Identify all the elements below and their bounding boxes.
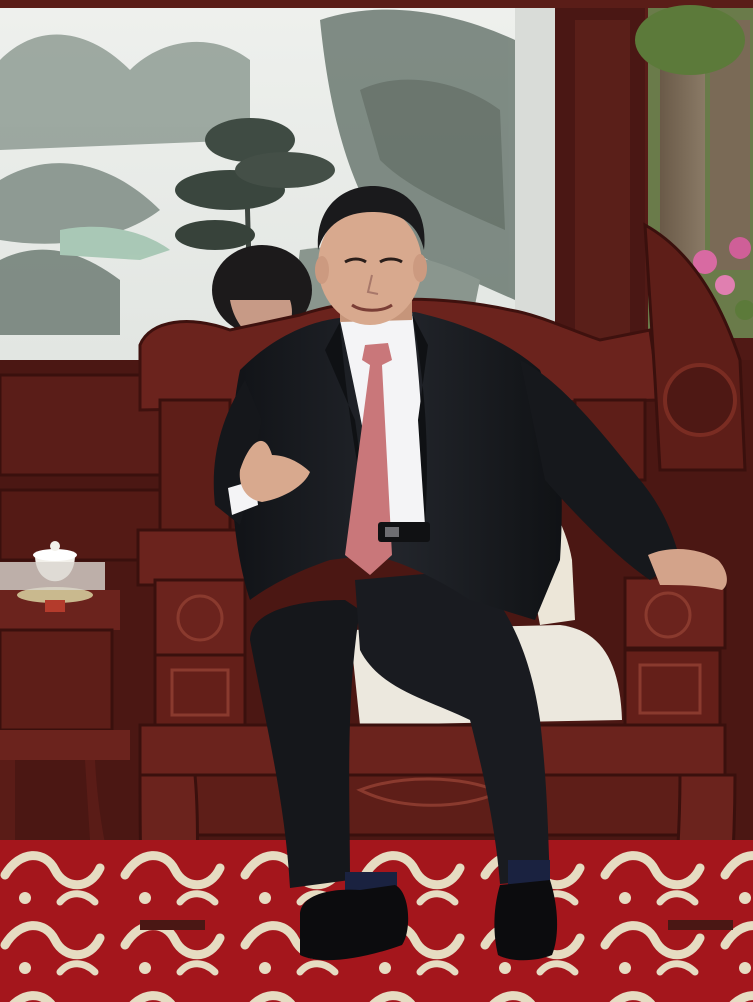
bench-left-arm [136, 528, 250, 732]
necktie [345, 343, 392, 575]
hair [317, 185, 425, 250]
left-shoe [300, 885, 409, 961]
right-hand [648, 548, 727, 590]
tabletop-papers [0, 562, 105, 590]
door-inner [575, 20, 630, 340]
left-hand [239, 440, 310, 502]
face [318, 205, 422, 325]
trouser-left-leg [250, 600, 360, 888]
tree-trunk [660, 40, 705, 270]
foliage [635, 5, 745, 75]
right-arm [520, 360, 680, 580]
trouser-right-leg [355, 570, 550, 884]
seated-man [213, 185, 727, 961]
bench-right-arm [623, 576, 727, 732]
flowers [686, 237, 753, 320]
painting-mount [515, 8, 555, 360]
right-shoe [494, 880, 558, 961]
left-arm [213, 380, 262, 525]
